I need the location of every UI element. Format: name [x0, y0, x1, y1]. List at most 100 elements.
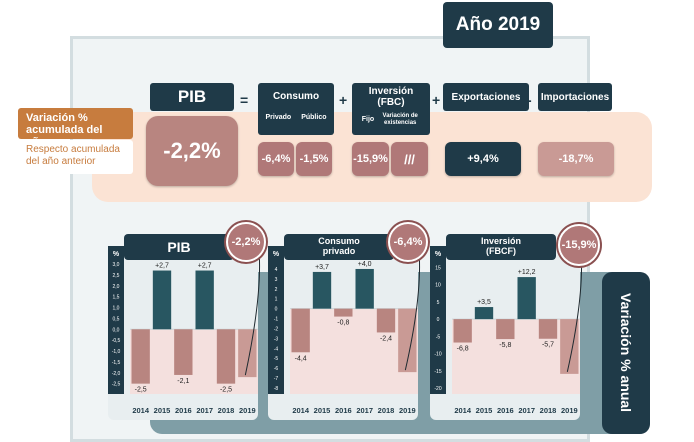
data-label: -2,1: [177, 378, 189, 385]
y-tick-label: 2: [275, 287, 278, 293]
y-tick-label: 3: [275, 277, 278, 283]
privado-value: -6,4%: [258, 142, 294, 176]
year-label: Año 2019: [443, 2, 553, 48]
x-tick-label: 2017: [518, 406, 535, 415]
chart-title-box: [284, 234, 394, 260]
bar: [474, 307, 494, 320]
chart-pib-svg: PIB% 3,0 2,5 2,0 1,5 1,0 0,5 0,0 -0,5 -1,0 -1,5 -2,…: [108, 234, 261, 420]
chart-inversion-svg: Inversión (FBCF)% 15 10 5 0 -5 -10 -15 -20 -6,8 201…: [430, 234, 583, 420]
privado-label: Privado: [265, 114, 292, 121]
y-tick-label: -5: [274, 356, 279, 362]
y-tick-label: -5: [436, 334, 441, 340]
x-tick-label: 2018: [218, 406, 235, 415]
data-label: -5,7: [542, 342, 554, 349]
negative-area: [130, 329, 258, 394]
bar: [355, 268, 374, 309]
y-tick-label: 4: [275, 267, 278, 273]
highlight-connector: [404, 255, 421, 371]
bar: [152, 270, 172, 330]
y-tick-label: 0: [437, 317, 440, 323]
x-tick-label: 2014: [292, 406, 310, 415]
bar: [238, 329, 257, 378]
inversion-header: Inversión (FBC) Fijo Variación de existe…: [352, 83, 430, 135]
bar: [334, 308, 353, 317]
x-tick-label: 2018: [540, 406, 557, 415]
minus-operator: -: [527, 92, 532, 108]
bar: [538, 319, 558, 339]
x-tick-label: 2014: [132, 406, 150, 415]
bar: [291, 308, 310, 353]
pib-highlight-circle: -2,2%: [226, 222, 266, 262]
x-tick-label: 2019: [561, 406, 578, 415]
bar: [216, 329, 236, 384]
exportaciones-header: Exportaciones: [443, 83, 529, 111]
y-tick-label: 2,0: [113, 284, 120, 290]
y-tick-label: 0: [275, 307, 278, 313]
bar: [398, 308, 417, 373]
importaciones-header: Importaciones: [538, 83, 612, 111]
highlight-connector: [244, 255, 261, 376]
x-tick-label: 2016: [497, 406, 514, 415]
chart-title-box: [446, 234, 556, 260]
fijo-value: -15,9%: [352, 142, 389, 176]
bar: [195, 270, 214, 330]
data-label: +3,5: [477, 299, 491, 306]
accum-label: Variación % acumulada del año: [18, 108, 133, 148]
y-tick-label: -4: [274, 346, 279, 352]
chart-title: Consumo privado: [318, 236, 360, 256]
y-tick-label: -8: [274, 386, 279, 392]
chart-inversion: Inversión (FBCF)% 15 10 5 0 -5 -10 -15 -20 -6,8 201…: [430, 230, 588, 420]
data-label: +2,7: [155, 263, 169, 270]
data-label: -2,5: [220, 387, 232, 394]
y-tick-label: -6: [274, 366, 279, 372]
respect-label: Respecto acumulada del año anterior: [18, 140, 133, 174]
y-tick-label: 2,5: [113, 273, 120, 279]
y-tick-label: 0,5: [113, 316, 120, 322]
inversion-highlight-circle: -15,9%: [558, 224, 600, 266]
chart-title-box: [124, 234, 234, 260]
importaciones-value: -18,7%: [538, 142, 614, 176]
x-tick-label: 2015: [154, 406, 171, 415]
y-axis-unit: %: [113, 251, 120, 258]
bar: [560, 319, 579, 374]
y-tick-label: -1,0: [112, 349, 121, 355]
pib-header: PIB: [150, 83, 234, 111]
chart-consumo: Consumo privado% 4 3 2 1 0 -1 -2 -3 -4 -5 -6 -7 -8 -4,4…: [268, 230, 426, 420]
y-tick-label: 15: [435, 265, 441, 271]
y-tick-label: -1,5: [112, 360, 121, 366]
x-tick-label: 2016: [175, 406, 192, 415]
x-tick-label: 2019: [399, 406, 416, 415]
chart-consumo-svg: Consumo privado% 4 3 2 1 0 -1 -2 -3 -4 -5 -6 -7 -8 -4,4…: [268, 234, 421, 420]
y-tick-label: -20: [434, 386, 441, 392]
inversion-title: Inversión (FBC): [368, 86, 414, 108]
fijo-label: Fijo: [361, 116, 375, 123]
y-tick-label: -10: [434, 352, 441, 358]
bar: [174, 329, 193, 375]
y-tick-label: 10: [435, 283, 441, 289]
y-tick-label: 1: [275, 297, 278, 303]
data-label: +12,2: [518, 269, 536, 276]
data-label: -2,5: [135, 387, 147, 394]
variation-side-label: Variación % anual: [602, 272, 650, 434]
data-label: -4,4: [295, 355, 307, 362]
x-tick-label: 2015: [314, 406, 331, 415]
y-axis-strip: [108, 246, 124, 394]
pib-value: -2,2%: [146, 116, 238, 186]
y-tick-label: -7: [274, 376, 279, 382]
y-tick-label: 1,0: [113, 306, 120, 312]
chart-pib: PIB% 3,0 2,5 2,0 1,5 1,0 0,5 0,0 -0,5 -1,0 -1,5 -2,…: [108, 230, 266, 420]
y-axis-strip: [430, 246, 446, 394]
data-label: +4,0: [358, 261, 372, 268]
publico-value: -1,5%: [296, 142, 332, 176]
data-label: -2,4: [380, 335, 392, 342]
data-label: +3,7: [315, 264, 329, 271]
bar: [453, 319, 472, 343]
x-tick-label: 2016: [335, 406, 352, 415]
existencias-value: ///: [391, 142, 428, 176]
consumo-title: Consumo: [272, 91, 320, 102]
bar: [376, 308, 396, 333]
x-tick-label: 2014: [454, 406, 472, 415]
y-tick-label: -3: [274, 336, 279, 342]
bar: [496, 319, 515, 340]
x-tick-label: 2018: [378, 406, 395, 415]
